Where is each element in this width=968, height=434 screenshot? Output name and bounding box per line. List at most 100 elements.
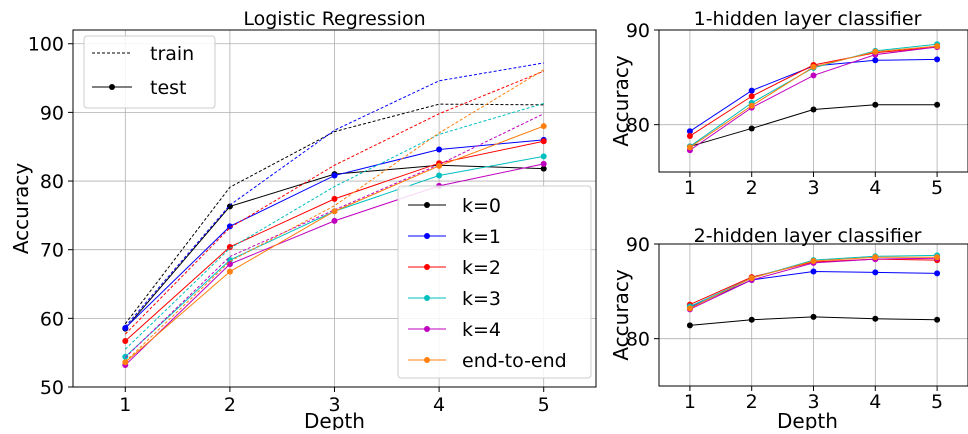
chart2-series-k-0-point-3 bbox=[872, 315, 879, 322]
chart0-series-k-4-train-line bbox=[124, 113, 544, 358]
chart2-title: 2-hidden layer classifier bbox=[694, 225, 922, 247]
legend-k-3-marker bbox=[424, 295, 430, 301]
chart2-xtick-label-1: 2 bbox=[746, 391, 758, 413]
chart1-series-end-to-end-point-1 bbox=[748, 102, 755, 109]
legend-k-1-marker bbox=[424, 233, 430, 239]
chart0-ytick-label-3: 80 bbox=[40, 171, 64, 193]
chart0-ytick-label-0: 50 bbox=[40, 377, 64, 399]
chart1-series-k-0-point-2 bbox=[810, 106, 817, 113]
chart2-series-k-1-point-3 bbox=[872, 269, 879, 276]
chart0-xtick-label-2: 3 bbox=[328, 394, 340, 416]
chart0-series-k-1-train-line bbox=[124, 62, 544, 327]
chart1-series-k-0-point-4 bbox=[934, 101, 941, 108]
chart2-xtick-label-3: 4 bbox=[869, 391, 881, 413]
legend-end-to-end-label: end-to-end bbox=[462, 350, 567, 372]
chart1-ylabel: Accuracy bbox=[609, 55, 633, 146]
chart0-ylabel: Accuracy bbox=[9, 163, 33, 254]
chart0-xtick-label-0: 1 bbox=[119, 394, 131, 416]
chart1-series-k-2-point-0 bbox=[686, 133, 693, 140]
chart2-series-k-0-point-1 bbox=[748, 316, 755, 323]
chart1-ytick-label-1: 90 bbox=[626, 20, 650, 42]
chart0-series-k-4-point-1 bbox=[226, 261, 233, 268]
chart2-xlabel: Depth bbox=[777, 409, 838, 430]
chart2-xtick-label-2: 3 bbox=[807, 391, 819, 413]
chart0-ytick-label-2: 70 bbox=[40, 240, 64, 262]
chart2-series-k-1-point-4 bbox=[934, 270, 941, 277]
chart0-series-k-0-point-4 bbox=[540, 165, 547, 172]
chart0-ytick-label-5: 100 bbox=[28, 34, 64, 56]
chart0-xlabel: Depth bbox=[304, 409, 365, 430]
chart0-series-end-to-end-point-3 bbox=[436, 162, 443, 169]
chart2-series-k-1-point-2 bbox=[810, 268, 817, 275]
chart0-series-k-4-point-4 bbox=[540, 160, 547, 167]
chart2-series-end-to-end-point-1 bbox=[748, 275, 755, 282]
legend-k-0-label: k=0 bbox=[462, 195, 501, 217]
chart1-xtick-label-2: 3 bbox=[807, 177, 819, 199]
chart0-series-k-3-point-3 bbox=[436, 172, 443, 179]
chart0-series-k-3-point-4 bbox=[540, 153, 547, 160]
chart2-xtick-label-0: 1 bbox=[684, 391, 696, 413]
chart2-series-end-to-end-point-4 bbox=[934, 254, 941, 261]
chart0-series-k-1-point-3 bbox=[436, 146, 443, 153]
legend-k-3-label: k=3 bbox=[462, 288, 501, 310]
chart1-xtick-label-0: 1 bbox=[684, 177, 696, 199]
chart2-series-end-to-end-point-2 bbox=[810, 258, 817, 265]
chart0-series-end-to-end-point-4 bbox=[540, 123, 547, 130]
chart1-series-end-to-end-point-2 bbox=[810, 63, 817, 70]
chart0-series-k-4-point-2 bbox=[331, 217, 338, 224]
chart2-series-k-0-point-2 bbox=[810, 313, 817, 320]
chart0-series-k-1-point-2 bbox=[331, 172, 338, 179]
chart0-series-end-to-end-point-2 bbox=[331, 208, 338, 215]
chart0-series-k-2-point-4 bbox=[540, 138, 547, 145]
chart0-series-k-2-point-2 bbox=[331, 195, 338, 202]
chart0-series-k-3-train-line bbox=[124, 102, 544, 350]
chart2-ylabel: Accuracy bbox=[609, 269, 633, 360]
legend-style-box bbox=[83, 35, 216, 109]
chart2-xtick-label-4: 5 bbox=[931, 391, 943, 413]
chart1-xtick-label-1: 2 bbox=[746, 177, 758, 199]
chart0-series-end-to-end-train-line bbox=[124, 69, 544, 362]
chart0-series-k-0-point-1 bbox=[226, 203, 233, 210]
chart2-ytick-label-0: 80 bbox=[626, 329, 650, 351]
legend-k-1-label: k=1 bbox=[462, 226, 501, 248]
chart1-xtick-label-4: 5 bbox=[931, 177, 943, 199]
legend-train-label: train bbox=[150, 43, 194, 65]
chart1-series-k-4-point-2 bbox=[810, 72, 817, 79]
chart0-series-k-1-point-1 bbox=[226, 223, 233, 230]
legend-series-box bbox=[397, 185, 592, 379]
chart1-series-k-0-point-3 bbox=[872, 101, 879, 108]
legend-k-2-label: k=2 bbox=[462, 257, 501, 279]
chart0-series-k-2-train-line bbox=[124, 70, 544, 335]
legend-k-4-label: k=4 bbox=[462, 319, 501, 341]
legend-k-4-marker bbox=[424, 326, 430, 332]
chart0-xtick-label-1: 2 bbox=[224, 394, 236, 416]
chart2-series-k-0-point-0 bbox=[686, 322, 693, 329]
legend-k-0-marker bbox=[424, 202, 430, 208]
chart1-series-k-1-point-0 bbox=[686, 128, 693, 135]
chart1-xtick-label-3: 4 bbox=[869, 177, 881, 199]
legend-end-to-end-marker bbox=[424, 357, 430, 363]
chart1-series-k-1-point-1 bbox=[748, 87, 755, 94]
chart0-series-k-2-point-0 bbox=[122, 338, 129, 345]
chart1-series-end-to-end-point-3 bbox=[872, 48, 879, 55]
chart2-series-end-to-end-point-3 bbox=[872, 254, 879, 261]
chart2-ytick-label-1: 90 bbox=[626, 234, 650, 256]
chart0-series-end-to-end-point-1 bbox=[226, 268, 233, 275]
chart2-series-end-to-end-point-0 bbox=[686, 305, 693, 312]
chart0-series-k-1-point-0 bbox=[122, 324, 129, 331]
chart2-series-k-0-point-4 bbox=[934, 316, 941, 323]
chart1-series-k-2-point-1 bbox=[748, 93, 755, 100]
chart1-title: 1-hidden layer classifier bbox=[694, 8, 922, 30]
chart1-ytick-label-0: 80 bbox=[626, 115, 650, 137]
chart1-series-k-1-point-3 bbox=[872, 57, 879, 64]
chart1-series-end-to-end-point-0 bbox=[686, 144, 693, 151]
chart0-series-k-2-point-1 bbox=[226, 243, 233, 250]
chart0-series-k-0-train-line bbox=[124, 103, 544, 325]
chart0-ytick-label-1: 60 bbox=[40, 308, 64, 330]
legend-test-label: test bbox=[150, 77, 187, 99]
chart0-title: Logistic Regression bbox=[243, 8, 425, 30]
legend-test-marker bbox=[109, 84, 115, 90]
chart0-xtick-label-3: 4 bbox=[433, 394, 445, 416]
